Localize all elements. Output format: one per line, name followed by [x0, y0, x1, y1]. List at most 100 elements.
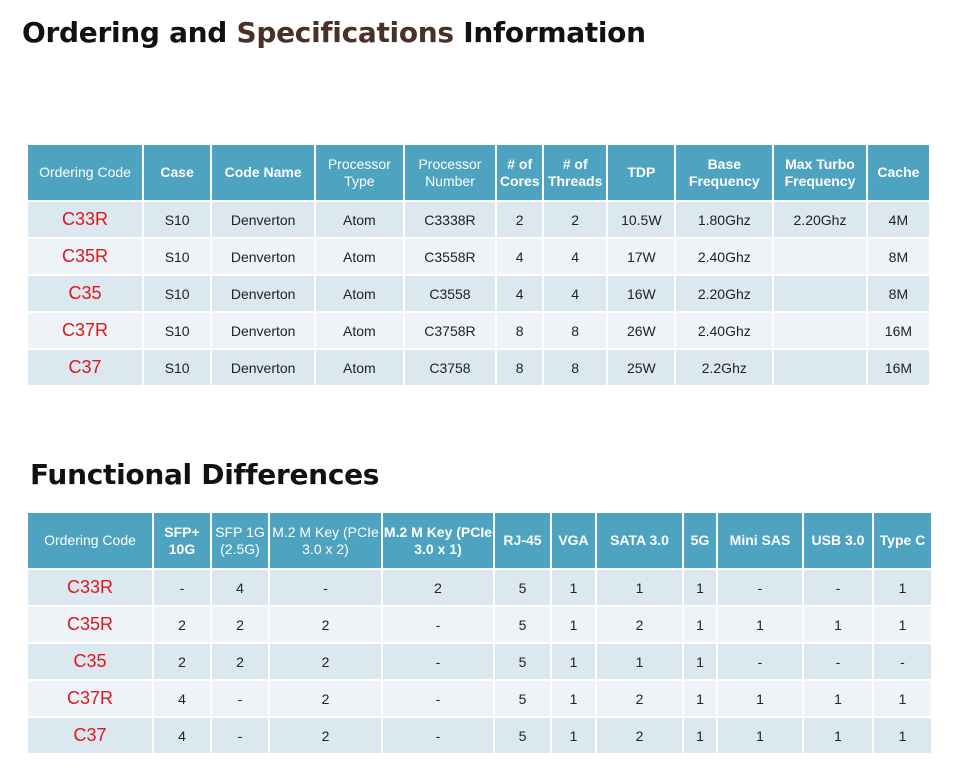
table-cell: - [152, 568, 212, 607]
table-cell: 4 [152, 679, 212, 718]
table-cell: 2 [268, 716, 383, 755]
table-cell: 5 [493, 716, 552, 755]
table-cell: 1 [716, 679, 804, 718]
table-cell: - [268, 568, 383, 607]
spec-header-cell: Cache [865, 143, 932, 202]
table-cell: 1 [682, 716, 718, 755]
table-row: C37 4 - 2 - 5 1 2 1 1 1 1 [26, 716, 933, 755]
table-cell: 16M [865, 348, 932, 387]
table-cell: 8 [495, 348, 545, 387]
spec-header-cell: Max Turbo Frequency [772, 143, 868, 202]
table-cell: 25W [606, 348, 677, 387]
spec-header-cell: Base Frequency [674, 143, 775, 202]
table-cell: C3338R [402, 200, 498, 239]
page-title: Ordering and Specifications Information [22, 16, 646, 49]
table-cell: 26W [606, 311, 677, 350]
table-cell: 1 [550, 568, 597, 607]
table-cell: - [381, 716, 495, 755]
table-cell [772, 311, 868, 350]
functional-differences-title: Functional Differences [30, 458, 380, 491]
spec-header-cell: TDP [606, 143, 677, 202]
table-cell: 8 [542, 348, 609, 387]
ordering-code-cell: C37R [26, 679, 154, 718]
table-cell: Denverton [210, 348, 317, 387]
table-cell: S10 [142, 200, 213, 239]
table-cell: 2 [152, 605, 212, 644]
table-cell: S10 [142, 274, 213, 313]
func-header-cell: M.2 M Key (PCIe 3.0 x 1) [381, 511, 495, 570]
func-header-cell: RJ-45 [493, 511, 552, 570]
table-row: C37 S10 Denverton Atom C3758 8 8 25W 2.2… [25, 348, 932, 387]
table-cell: 2 [210, 642, 270, 681]
table-cell: 1 [802, 716, 874, 755]
table-cell: C3758 [402, 348, 498, 387]
table-cell: 2.20Ghz [772, 200, 868, 239]
table-cell: 1 [550, 605, 597, 644]
table-cell [772, 237, 868, 276]
table-cell: - [210, 716, 270, 755]
table-cell: 2 [495, 200, 545, 239]
func-header-cell: SFP+ 10G [152, 511, 212, 570]
func-header-cell: SATA 3.0 [595, 511, 684, 570]
table-row: C37R S10 Denverton Atom C3758R 8 8 26W 2… [25, 311, 932, 350]
table-cell: 8 [495, 311, 545, 350]
table-cell: C3558R [402, 237, 498, 276]
ordering-code-cell: C35R [26, 605, 154, 644]
table-row: C37R 4 - 2 - 5 1 2 1 1 1 1 [26, 679, 933, 718]
table-cell: - [872, 642, 933, 681]
table-cell: Atom [314, 274, 405, 313]
table-row: C35 S10 Denverton Atom C3558 4 4 16W 2.2… [25, 274, 932, 313]
func-header-cell: USB 3.0 [802, 511, 874, 570]
func-header-row: Ordering Code SFP+ 10G SFP 1G (2.5G) M.2… [26, 511, 933, 570]
table-cell: - [716, 642, 804, 681]
table-cell: 2.2Ghz [674, 348, 775, 387]
table-cell: - [381, 679, 495, 718]
table-row: C33R - 4 - 2 5 1 1 1 - - 1 [26, 568, 933, 607]
table-cell: 2 [595, 605, 684, 644]
table-cell: 16M [865, 311, 932, 350]
spec-header-cell: # of Cores [495, 143, 545, 202]
table-row: C35R S10 Denverton Atom C3558R 4 4 17W 2… [25, 237, 932, 276]
table-cell: 1 [682, 605, 718, 644]
ordering-code-cell: C35 [25, 274, 145, 313]
specifications-table: Ordering Code Case Code Name Processor T… [25, 143, 932, 387]
table-cell: Denverton [210, 200, 317, 239]
table-row: C35 2 2 2 - 5 1 1 1 - - - [26, 642, 933, 681]
table-cell: C3558 [402, 274, 498, 313]
table-cell: 4M [865, 200, 932, 239]
table-cell: 2 [210, 605, 270, 644]
func-header-cell: SFP 1G (2.5G) [210, 511, 270, 570]
table-cell: 1 [550, 716, 597, 755]
table-cell: C3758R [402, 311, 498, 350]
table-row: C35R 2 2 2 - 5 1 2 1 1 1 1 [26, 605, 933, 644]
spec-header-cell: Code Name [210, 143, 317, 202]
table-cell: 16W [606, 274, 677, 313]
table-cell [772, 348, 868, 387]
table-cell: 4 [495, 274, 545, 313]
table-cell: Atom [314, 348, 405, 387]
table-cell: - [381, 642, 495, 681]
table-cell: 5 [493, 642, 552, 681]
ordering-code-cell: C37 [26, 716, 154, 755]
spec-header-cell: Processor Number [402, 143, 498, 202]
table-cell: S10 [142, 311, 213, 350]
spec-header-row: Ordering Code Case Code Name Processor T… [25, 143, 932, 202]
table-cell: 1 [802, 605, 874, 644]
func-header-cell: Ordering Code [26, 511, 154, 570]
table-cell: Denverton [210, 274, 317, 313]
table-cell: 1 [872, 679, 933, 718]
table-cell: - [210, 679, 270, 718]
func-header-cell: Type C [872, 511, 933, 570]
title-part-1: Ordering and [22, 16, 237, 49]
table-cell: 5 [493, 605, 552, 644]
table-cell: 1 [716, 716, 804, 755]
func-header-cell: M.2 M Key (PCIe 3.0 x 2) [268, 511, 383, 570]
table-cell: Denverton [210, 237, 317, 276]
table-cell: 2.40Ghz [674, 237, 775, 276]
table-cell: 2 [381, 568, 495, 607]
table-cell: 8 [542, 311, 609, 350]
table-cell: 1 [682, 679, 718, 718]
table-cell: 2 [268, 605, 383, 644]
table-cell: 4 [542, 237, 609, 276]
table-cell: 1 [550, 679, 597, 718]
